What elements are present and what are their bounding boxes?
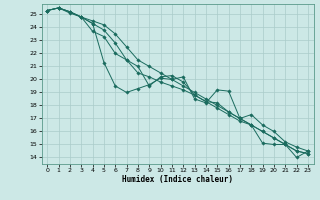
X-axis label: Humidex (Indice chaleur): Humidex (Indice chaleur)	[122, 175, 233, 184]
